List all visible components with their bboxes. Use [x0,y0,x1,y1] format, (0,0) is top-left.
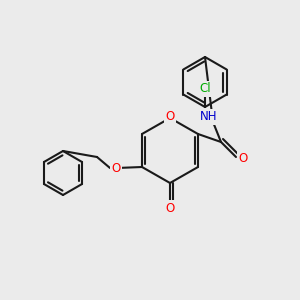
Text: O: O [238,152,247,164]
Text: O: O [165,110,175,124]
Text: NH: NH [200,110,218,124]
Text: O: O [165,202,175,214]
Text: Cl: Cl [199,82,211,95]
Text: O: O [111,161,121,175]
